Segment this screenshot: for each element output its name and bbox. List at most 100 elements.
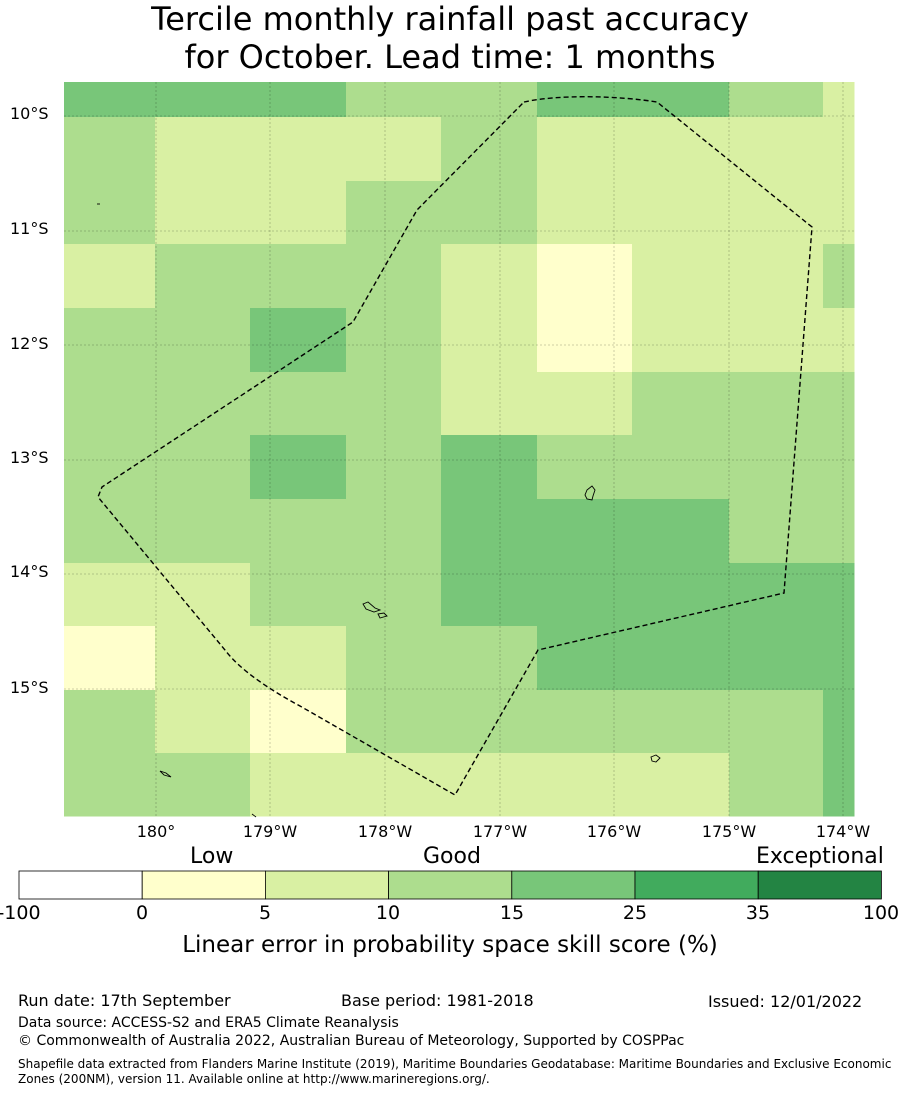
grid-cell [250,690,347,754]
grid-cell [155,435,251,500]
grid-cell [537,117,633,182]
run-date: Run date: 17th September [18,991,231,1010]
colorbar-title: Linear error in probability space skill … [182,932,718,958]
grid-cell [729,499,824,564]
grid-cell [729,181,824,245]
colorbar-bin [18,870,143,900]
grid-cell [632,372,730,436]
grid-cell [64,82,156,118]
grid-cell [346,244,442,309]
grid-cell [250,563,347,627]
lat-label-15s: 15°S [10,678,49,697]
grid-cell [250,117,347,182]
grid-cell [632,690,730,754]
grid-cell [823,563,855,627]
grid-cell [729,244,824,309]
island-southwest [159,770,172,778]
grid-cell [64,753,156,817]
grid-cell [155,117,251,182]
colorbar [18,870,882,900]
grid-cell [823,308,855,373]
category-exceptional: Exceptional [756,844,884,869]
grid-cell [823,753,855,817]
grid-cell [537,181,633,245]
grid-cell [250,626,347,691]
grid-cell [346,82,442,118]
grid-cell [250,372,347,436]
grid-cell [441,117,538,182]
grid-cell [64,372,156,436]
grid-cell [155,753,251,817]
grid-cell [823,626,855,691]
lon-label-175w: 175°W [701,822,757,841]
grid-cell [823,117,855,182]
issued-date: Issued: 12/01/2022 [708,992,863,1011]
lon-label-180: 180° [136,822,176,841]
colorbar-bin [388,870,513,900]
base-period: Base period: 1981-2018 [341,991,534,1010]
grid-cell [250,308,347,373]
grid-cell [537,563,633,627]
data-source: Data source: ACCESS-S2 and ERA5 Climate … [18,1015,399,1031]
lon-label-178w: 178°W [357,822,413,841]
grid-cell [441,244,538,309]
grid-cell [64,499,156,564]
grid-cell [155,244,251,309]
grid-cell [155,372,251,436]
grid-cell [632,244,730,309]
tick-label: 15 [499,902,525,924]
grid-cell [441,753,538,817]
grid-cell [537,372,633,436]
grid-cell [346,753,442,817]
grid-cell [537,435,633,500]
grid-cell [632,499,730,564]
colorbar-bin [511,870,636,900]
lon-label-176w: 176°W [586,822,642,841]
grid-cell [632,117,730,182]
grid-cell [729,372,824,436]
grid-cell [537,690,633,754]
title-line-2: for October. Lead time: 1 months [184,38,716,76]
colorbar-bin [757,870,882,900]
island-east [650,754,661,763]
grid-cell [632,563,730,627]
grid-cell [632,181,730,245]
grid-cell [346,181,442,245]
grid-cell [64,563,156,627]
grid-cell [537,244,633,309]
category-low: Low [190,844,234,869]
grid-cell [441,690,538,754]
grid-cell [537,82,633,118]
tick-label: 25 [622,902,648,924]
grid-cell [64,244,156,309]
grid-cell [441,499,538,564]
grid-cell [250,435,347,500]
eez-boundary [97,96,813,796]
grid-cell [632,308,730,373]
island-futuna [362,601,382,613]
grid-cell [823,372,855,436]
shapefile-credit: Shapefile data extracted from Flanders M… [18,1057,892,1086]
grid-cell [155,308,251,373]
colorbar-bin [141,870,266,900]
lon-label-177w: 177°W [472,822,528,841]
grid-cell [729,626,824,691]
grid-cell [346,308,442,373]
tick-label: 100 [862,902,900,924]
colorbar-bin [264,870,389,900]
grid-cell [537,499,633,564]
grid-cell [155,499,251,564]
grid-cell [537,626,633,691]
grid-cell [823,82,855,118]
grid-cell [64,181,156,245]
island-alofi [377,612,388,619]
tick-label: -100 [0,902,41,924]
skill-map [64,82,855,818]
grid-cell [441,563,538,627]
grid-cell [346,690,442,754]
lat-label-11s: 11°S [10,219,49,238]
grid-cell [64,435,156,500]
islands [97,203,661,818]
grid-cell [250,244,347,309]
grid-cell [441,372,538,436]
